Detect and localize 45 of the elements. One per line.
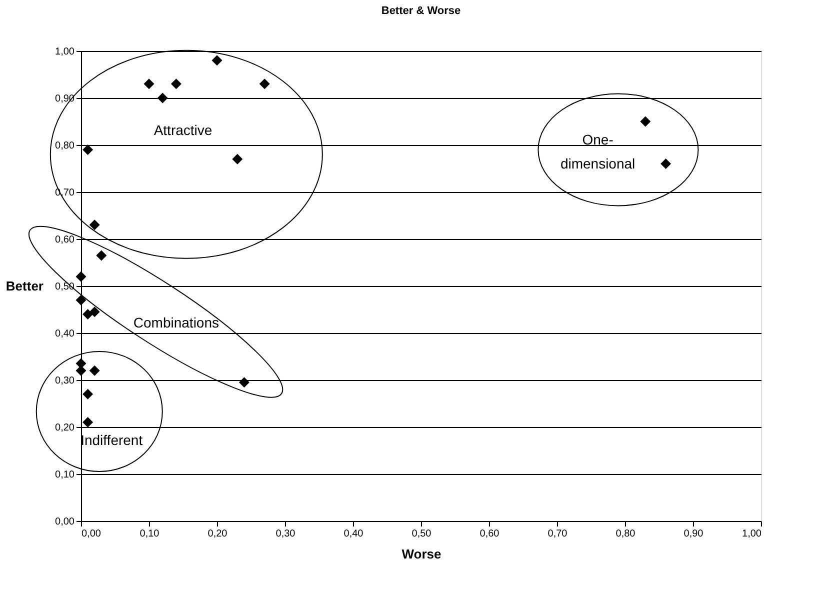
x-tick-label: 0,10 <box>140 528 160 540</box>
point <box>144 78 154 90</box>
point <box>212 55 222 66</box>
point <box>232 154 243 164</box>
x-tick-label: 0,30 <box>276 528 296 540</box>
point <box>238 377 250 388</box>
point <box>82 308 94 320</box>
point <box>89 365 100 376</box>
annotation: One- dimensional <box>560 131 636 172</box>
x-tick-label: 0,60 <box>480 528 500 540</box>
point <box>96 250 107 261</box>
y-tick-label: 0,60 <box>55 234 75 246</box>
annotation: Attractive <box>154 122 212 138</box>
y-tick-label: 0,10 <box>55 470 75 480</box>
point <box>170 78 182 90</box>
point <box>76 271 86 282</box>
x-tick-label: 0,50 <box>412 528 432 540</box>
x-axis-title: Worse <box>402 546 442 562</box>
y-tick-label: 1,00 <box>55 46 75 58</box>
annotation: Indifferent <box>80 432 143 448</box>
x-tick-label: 1,00 <box>742 528 762 540</box>
x-tick-label: 0,40 <box>344 528 364 540</box>
x-tick-label: 0,20 <box>208 528 228 540</box>
point <box>82 388 94 400</box>
x-tick-label: 0,70 <box>548 528 568 540</box>
point <box>82 144 94 155</box>
point <box>89 220 100 230</box>
point <box>640 116 651 127</box>
point <box>76 294 86 306</box>
y-tick-label: 0,00 <box>55 516 75 528</box>
x-tick-label: 0,00 <box>82 528 102 540</box>
point <box>157 92 168 104</box>
y-tick-label: 0,20 <box>55 422 75 434</box>
y-tick-label: 0,80 <box>55 140 75 152</box>
point <box>82 417 94 428</box>
x-tick-label: 0,90 <box>684 528 704 540</box>
point <box>259 78 270 90</box>
y-tick-label: 0,30 <box>55 376 75 386</box>
point <box>660 158 672 170</box>
annotation: Combinations <box>133 314 220 331</box>
chart-title: Better & Worse <box>381 5 461 17</box>
point <box>89 306 100 318</box>
y-axis-title: Better <box>6 278 44 294</box>
x-tick-label: 0,80 <box>616 528 636 540</box>
y-tick-label: 0,40 <box>55 328 75 340</box>
